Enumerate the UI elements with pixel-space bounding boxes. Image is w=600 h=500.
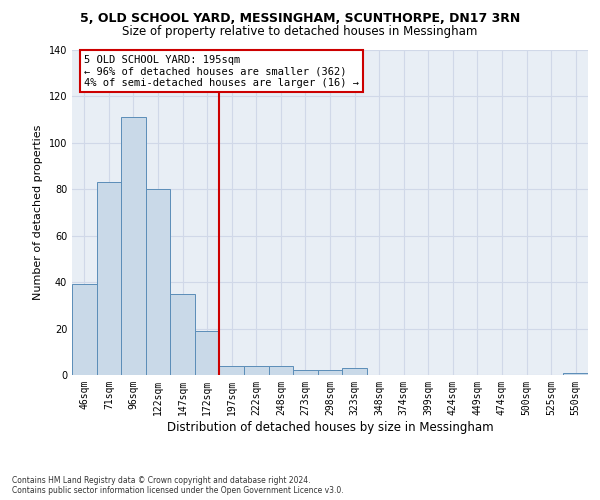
Bar: [170, 294, 195, 375]
Bar: [342, 368, 367, 375]
Bar: [72, 284, 97, 375]
Bar: [269, 366, 293, 375]
Bar: [97, 182, 121, 375]
Bar: [121, 118, 146, 375]
Text: 5, OLD SCHOOL YARD, MESSINGHAM, SCUNTHORPE, DN17 3RN: 5, OLD SCHOOL YARD, MESSINGHAM, SCUNTHOR…: [80, 12, 520, 26]
Text: 5 OLD SCHOOL YARD: 195sqm
← 96% of detached houses are smaller (362)
4% of semi-: 5 OLD SCHOOL YARD: 195sqm ← 96% of detac…: [84, 54, 359, 88]
Bar: [318, 370, 342, 375]
X-axis label: Distribution of detached houses by size in Messingham: Distribution of detached houses by size …: [167, 420, 493, 434]
Bar: [220, 366, 244, 375]
Text: Contains HM Land Registry data © Crown copyright and database right 2024.
Contai: Contains HM Land Registry data © Crown c…: [12, 476, 344, 495]
Y-axis label: Number of detached properties: Number of detached properties: [33, 125, 43, 300]
Text: Size of property relative to detached houses in Messingham: Size of property relative to detached ho…: [122, 25, 478, 38]
Bar: [195, 331, 220, 375]
Bar: [293, 370, 318, 375]
Bar: [563, 372, 588, 375]
Bar: [146, 190, 170, 375]
Bar: [244, 366, 269, 375]
